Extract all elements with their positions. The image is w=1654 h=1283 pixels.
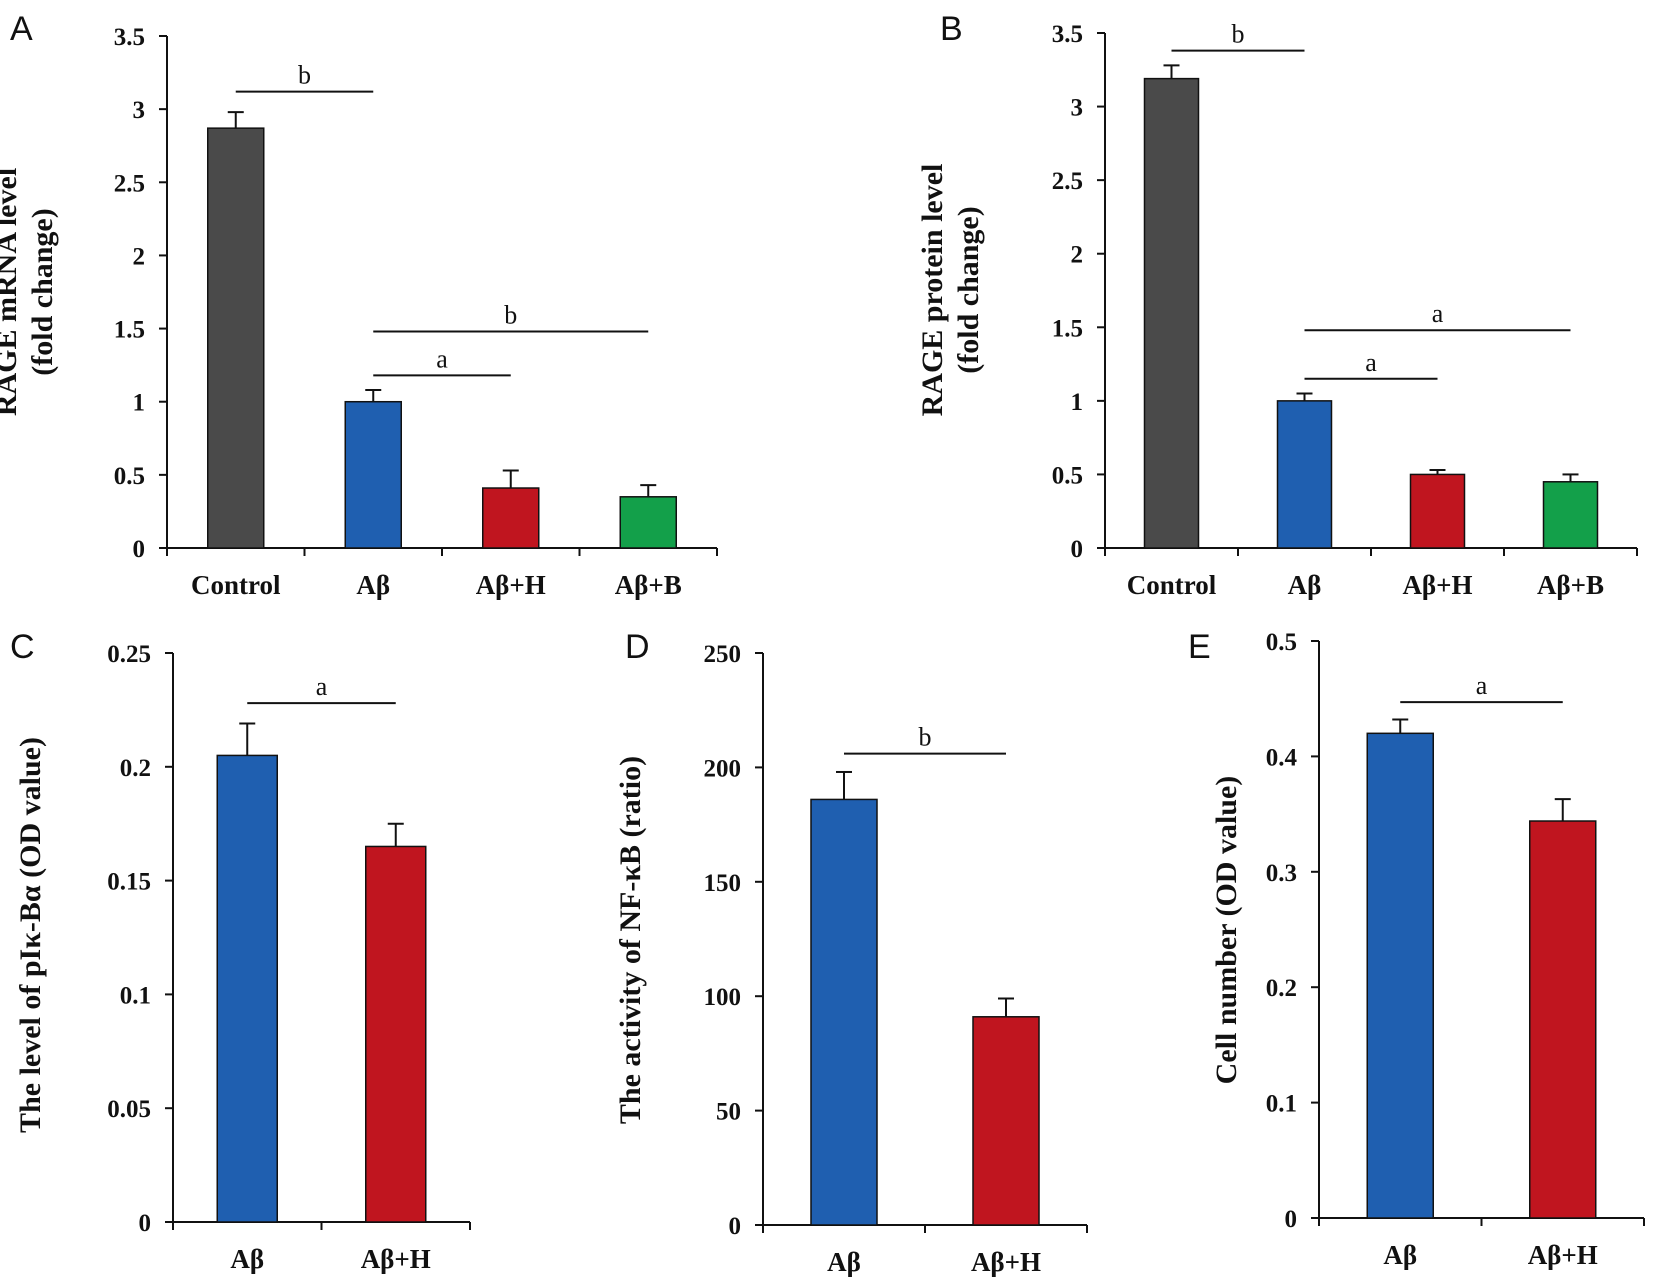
y-tick-label: 0: [139, 1210, 152, 1237]
significance-label: b: [1232, 20, 1245, 49]
y-tick-label: 0.4: [1266, 744, 1298, 771]
panel-a: A 0 0.5 1 1.5 2 2.5 3 3.5 Control Aβ Aβ+H Aβ+B b b a RAG…: [0, 10, 718, 600]
x-category-label: Aβ: [1383, 1240, 1417, 1270]
x-category-label: Aβ+H: [971, 1247, 1041, 1277]
panel-label: C: [10, 628, 35, 666]
y-tick-label: 0.2: [1266, 975, 1297, 1002]
bar: [1143, 77, 1200, 549]
x-category-label: Aβ+H: [361, 1244, 431, 1274]
significance-label: b: [504, 300, 517, 329]
significance-label: a: [436, 344, 448, 373]
y-axis-label: Cell number (OD value): [1210, 776, 1243, 1085]
bar: [207, 127, 265, 549]
x-category-label: Aβ: [827, 1247, 861, 1277]
y-tick-label: 150: [704, 870, 742, 897]
y-tick-label: 1: [133, 390, 146, 417]
x-category-label: Aβ: [1288, 570, 1322, 600]
panel-label: A: [10, 10, 33, 48]
x-category-label: Aβ+H: [476, 570, 546, 600]
y-tick-label: 0: [1285, 1206, 1298, 1233]
y-tick-label: 100: [704, 984, 742, 1011]
y-tick-label: 0.15: [107, 869, 151, 896]
y-tick-label: 1.5: [1052, 315, 1083, 342]
significance-label: a: [316, 672, 328, 701]
y-tick-label: 1.5: [114, 317, 145, 344]
bar: [1542, 481, 1599, 549]
y-axis-label: The level of pIκ-Bα (OD value): [14, 737, 47, 1133]
bar: [1409, 473, 1466, 549]
x-category-label: Control: [1127, 570, 1217, 600]
bar: [344, 400, 402, 549]
panel-e: E 0 0.1 0.2 0.3 0.4 0.5 Aβ Aβ+H a Cell number (OD …: [1188, 628, 1645, 1270]
y-tick-label: 200: [704, 755, 742, 782]
panel-b: B 0 0.5 1 1.5 2 2.5 3 3.5 Control Aβ Aβ+H Aβ+B b a a RAG…: [916, 10, 1638, 600]
x-category-label: Aβ: [230, 1244, 264, 1274]
bar: [1276, 400, 1333, 549]
y-tick-label: 250: [704, 641, 742, 668]
bar: [972, 1016, 1040, 1226]
y-tick-label: 2: [1071, 242, 1084, 269]
y-tick-label: 0: [1071, 536, 1084, 563]
x-category-label: Aβ+B: [615, 570, 682, 600]
y-tick-label: 3: [133, 97, 146, 124]
panel-label: B: [940, 10, 963, 48]
y-tick-label: 0.2: [120, 755, 151, 782]
y-tick-label: 2.5: [1052, 168, 1083, 195]
y-tick-label: 0.3: [1266, 860, 1297, 887]
panel-c: C 0 0.05 0.1 0.15 0.2 0.25 Aβ Aβ+H a The level of …: [10, 628, 471, 1274]
bar: [1529, 820, 1597, 1219]
bar: [810, 798, 878, 1226]
y-tick-label: 0.1: [120, 982, 151, 1009]
y-tick-label: 3.5: [114, 24, 145, 51]
significance-label: a: [1365, 348, 1377, 377]
y-tick-label: 1: [1071, 389, 1084, 416]
y-tick-label: 0.1: [1266, 1091, 1297, 1118]
significance-label: a: [1432, 299, 1444, 328]
significance-label: a: [1476, 671, 1488, 700]
x-category-label: Aβ+H: [1528, 1240, 1598, 1270]
x-category-label: Control: [191, 570, 281, 600]
panel-label: D: [625, 628, 650, 666]
y-tick-label: 0.05: [107, 1096, 151, 1123]
panel-label: E: [1188, 628, 1211, 666]
y-tick-label: 50: [716, 1099, 741, 1126]
y-tick-label: 2: [133, 243, 146, 270]
y-axis-label: The activity of NF-κB (ratio): [614, 756, 647, 1124]
y-axis-label: (fold change): [952, 206, 985, 374]
y-tick-label: 0: [133, 536, 146, 563]
y-tick-label: 2.5: [114, 170, 145, 197]
y-axis-label: RAGE protein level: [916, 164, 949, 417]
y-tick-label: 0.5: [1266, 629, 1297, 656]
bar: [365, 845, 427, 1223]
y-axis-label: (fold change): [26, 208, 59, 376]
panel-d: D 0 50 100 150 200 250 Aβ Aβ+H b The activity of N…: [614, 628, 1088, 1277]
y-tick-label: 0.5: [114, 463, 145, 490]
bar: [1366, 732, 1434, 1219]
y-tick-label: 0.5: [1052, 462, 1083, 489]
x-category-label: Aβ: [356, 570, 390, 600]
significance-label: b: [919, 723, 932, 752]
bar: [482, 487, 540, 549]
y-tick-label: 0: [729, 1213, 742, 1240]
bar: [216, 754, 278, 1223]
y-tick-label: 0.25: [107, 641, 151, 668]
significance-label: b: [298, 61, 311, 90]
y-axis-label: RAGE mRNA level: [0, 168, 23, 416]
x-category-label: Aβ+H: [1402, 570, 1472, 600]
y-tick-label: 3.5: [1052, 21, 1083, 48]
x-category-label: Aβ+B: [1537, 570, 1604, 600]
bar: [619, 496, 677, 549]
y-tick-label: 3: [1071, 95, 1084, 122]
